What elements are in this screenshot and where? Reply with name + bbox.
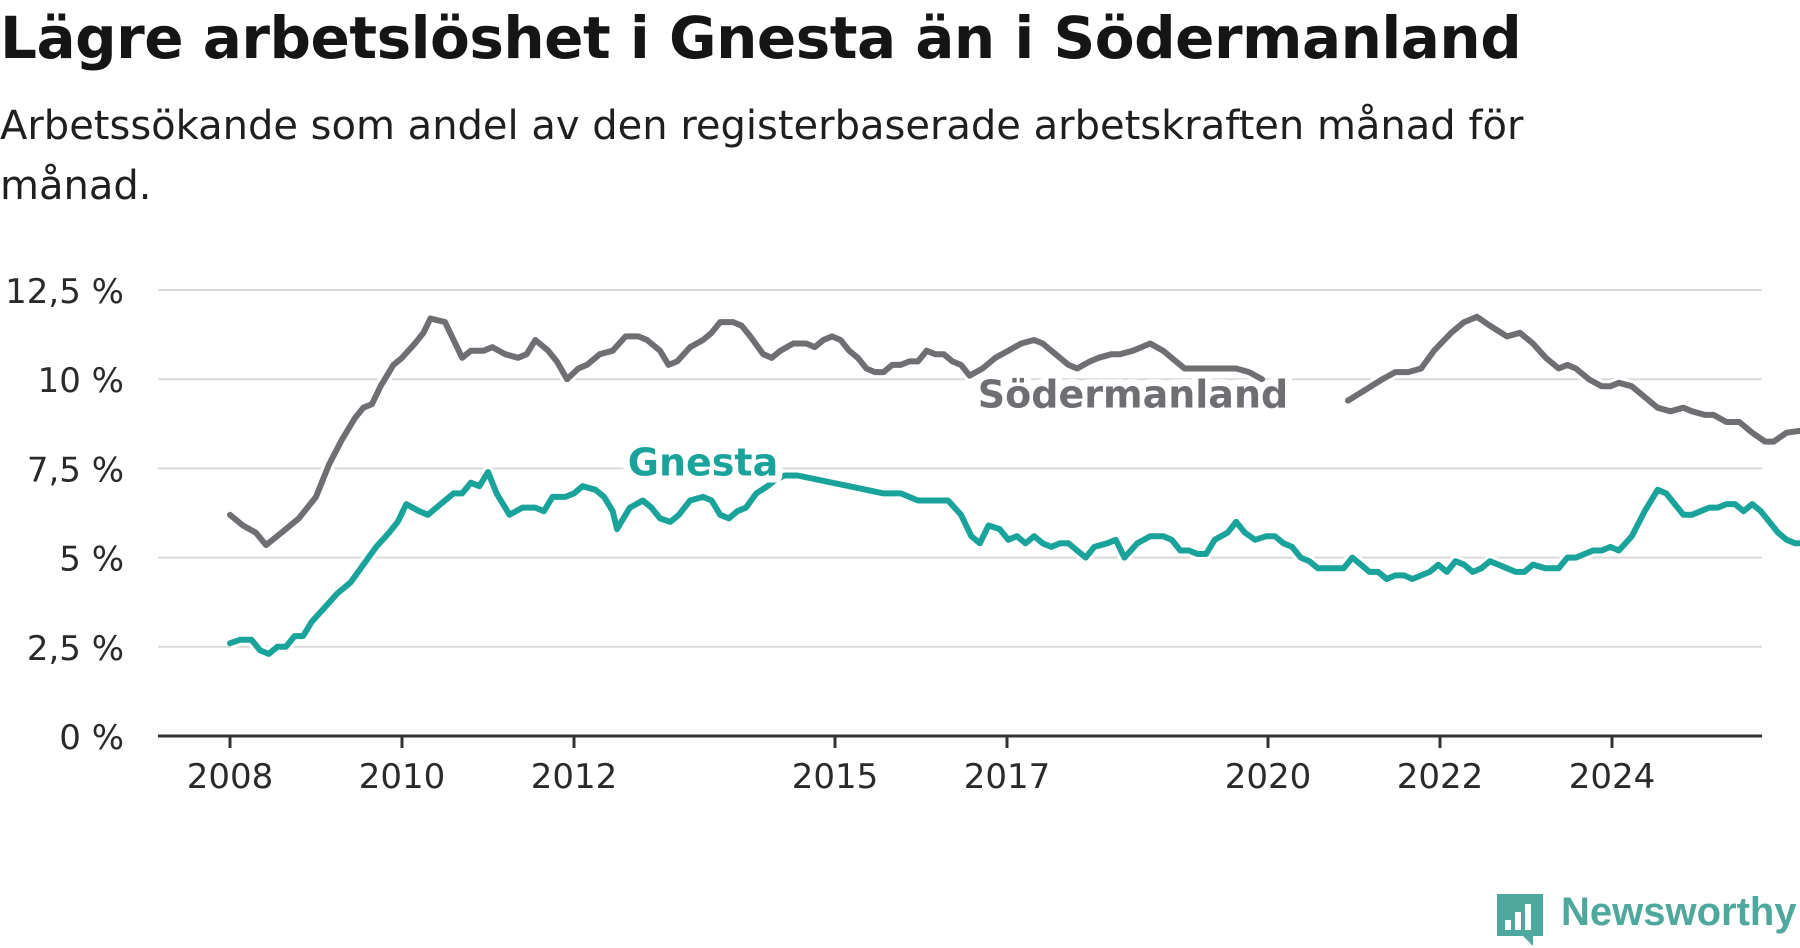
x-tick-label: 2008 [187, 757, 274, 797]
x-tick-label: 2024 [1569, 757, 1656, 797]
y-axis: 0 % 2,5 % 5 % 7,5 % 10 % 12,5 % [5, 272, 124, 758]
brand-name: Newsworthy [1561, 890, 1797, 934]
series-labels: 8,9 %SödermanlandSödermanland5,3 %Gnesta… [621, 366, 1295, 492]
x-tick-label: 2017 [964, 757, 1051, 797]
gridlines [158, 289, 1762, 648]
x-tick-label: 2012 [531, 757, 618, 797]
x-axis: 2008 2010 2012 2015 2017 2020 2022 2024 [158, 734, 1762, 797]
y-tick-label: 0 % [59, 718, 124, 758]
series-label-halo-gnesta: Gnesta [628, 441, 778, 485]
x-tick-label: 2022 [1397, 757, 1484, 797]
series-lines [226, 310, 1800, 660]
series-line-södermanland [227, 313, 1800, 549]
x-tick-label: 2010 [359, 757, 446, 797]
x-tick-label: 2015 [792, 757, 879, 797]
bar-chart-speech-bubble-icon [1497, 894, 1543, 946]
brand-logo: Newsworthy [1493, 886, 1797, 946]
y-tick-label: 5 % [59, 540, 124, 580]
y-tick-label: 12,5 % [5, 272, 124, 312]
y-tick-label: 10 % [38, 361, 124, 401]
series-label-gnesta: Gnesta [628, 441, 778, 485]
chart-subtitle: Arbetssökande som andel av den registerb… [0, 103, 1524, 209]
y-tick-label: 7,5 % [27, 450, 124, 490]
series-halo-södermanland [226, 310, 1800, 552]
y-tick-label: 2,5 % [27, 629, 124, 669]
series-line-gnesta [227, 469, 1800, 657]
chart-title: Lägre arbetslöshet i Gnesta än i Söderma… [0, 4, 1522, 72]
series-label-södermanland: Södermanland [978, 373, 1288, 417]
x-tick-label: 2020 [1225, 757, 1312, 797]
series-label-halo-södermanland: Södermanland [978, 373, 1288, 417]
